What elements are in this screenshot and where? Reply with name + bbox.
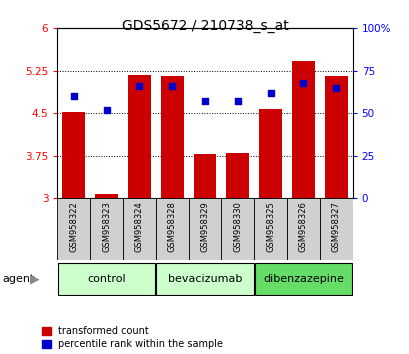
Bar [123,198,155,260]
Bar [319,198,352,260]
Text: GSM958322: GSM958322 [69,201,78,252]
Bar [90,198,123,260]
Text: GSM958326: GSM958326 [298,201,307,252]
Bar [62,112,85,198]
Bar [324,76,347,198]
Text: GDS5672 / 210738_s_at: GDS5672 / 210738_s_at [121,19,288,34]
Bar [156,263,253,295]
Text: control: control [87,274,126,284]
Bar [58,263,155,295]
Point [234,98,240,104]
Text: bevacizumab: bevacizumab [167,274,242,284]
Text: GSM958324: GSM958324 [135,201,144,252]
Point [70,93,77,99]
Text: GSM958330: GSM958330 [233,201,242,252]
Bar [188,198,221,260]
Bar [254,198,286,260]
Text: GSM958327: GSM958327 [331,201,340,252]
Bar [291,61,314,198]
Legend: transformed count, percentile rank within the sample: transformed count, percentile rank withi… [42,326,223,349]
Bar [286,198,319,260]
Point [103,107,110,113]
Point [201,98,208,104]
Text: GSM958325: GSM958325 [265,201,274,252]
Text: GSM958329: GSM958329 [200,201,209,252]
Point [299,80,306,86]
Point [169,83,175,89]
Text: GSM958323: GSM958323 [102,201,111,252]
Point [332,85,339,91]
Text: ▶: ▶ [29,272,39,285]
Bar [95,194,118,198]
Bar [160,76,183,198]
Point [136,83,142,89]
Text: dibenzazepine: dibenzazepine [262,274,343,284]
Bar [57,198,90,260]
Bar [226,153,249,198]
Bar [193,154,216,198]
Bar [128,75,151,198]
Bar [221,198,254,260]
Bar [258,109,281,198]
Bar [155,198,188,260]
Bar [254,263,351,295]
Text: GSM958328: GSM958328 [167,201,176,252]
Point [267,90,273,96]
Text: agent: agent [2,274,34,284]
